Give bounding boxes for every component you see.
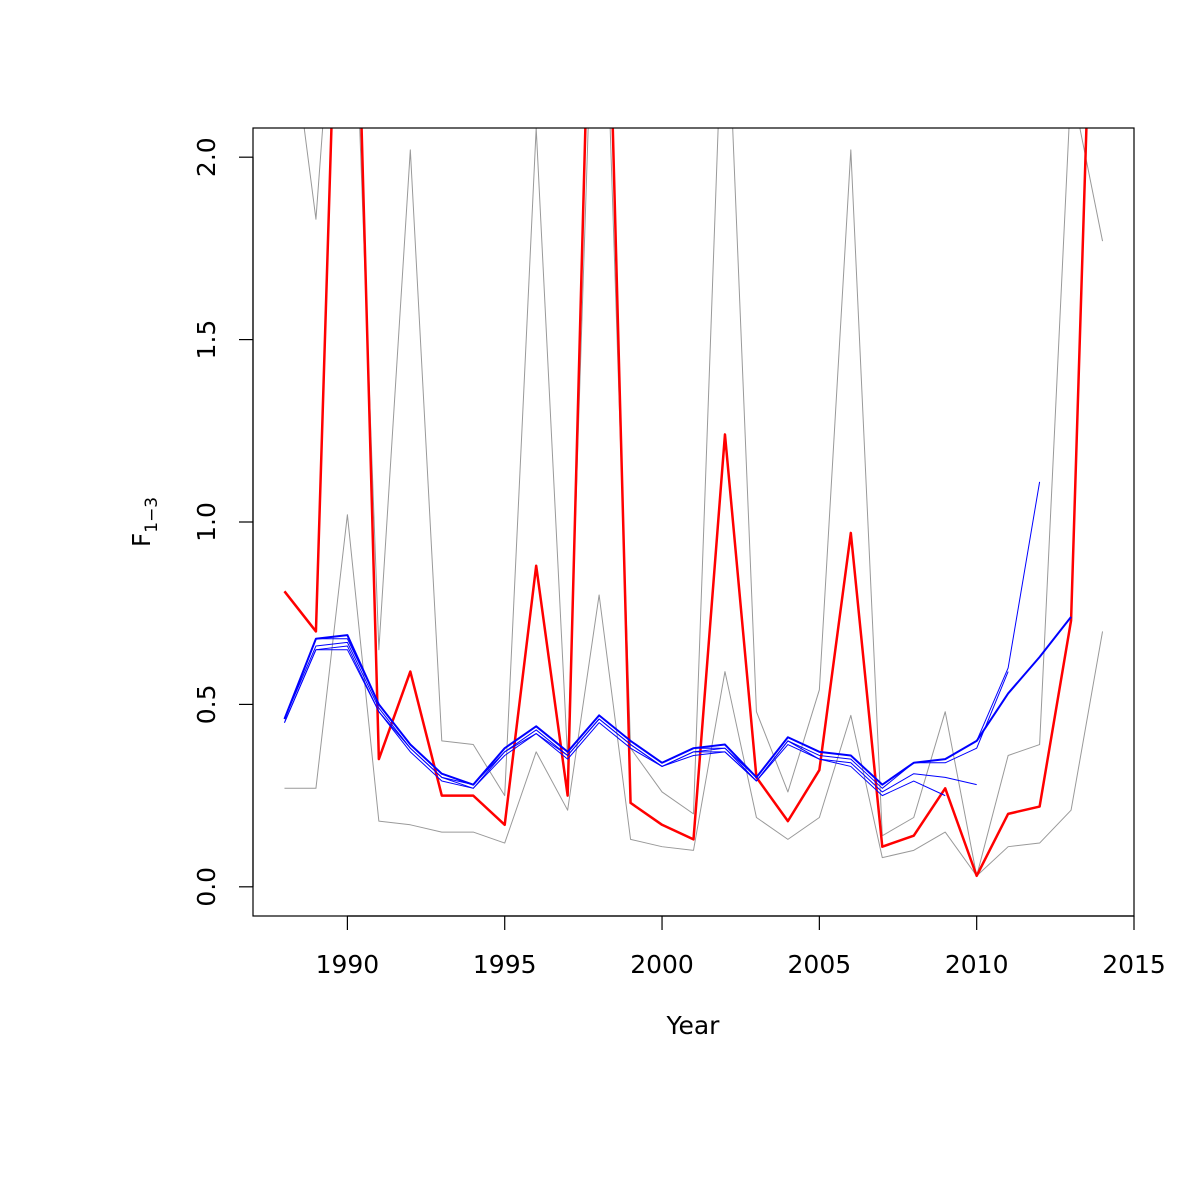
y-axis: 0.0 0.5 1.0 1.5 2.0 bbox=[192, 137, 254, 907]
y-axis-title: F1−3 bbox=[127, 497, 162, 547]
series-line-retro-2009 bbox=[284, 649, 946, 797]
x-tick-label: 2005 bbox=[788, 950, 852, 979]
y-tick-label: 2.0 bbox=[192, 137, 221, 177]
plot-frame bbox=[252, 127, 1135, 917]
x-tick-label: 2010 bbox=[945, 950, 1009, 979]
y-tick-label: 0.0 bbox=[192, 867, 221, 907]
series-layer bbox=[283, 128, 1104, 878]
y-tick-label-group: 2.0 bbox=[192, 137, 221, 177]
y-tick-label-group: 1.5 bbox=[192, 320, 221, 360]
y-axis-title-subscript: 1−3 bbox=[142, 497, 162, 533]
series-line-retro-2011 bbox=[284, 641, 1009, 789]
series-line-estimate bbox=[283, 128, 1088, 878]
x-axis-title: Year bbox=[666, 1011, 721, 1040]
x-tick-label: 2015 bbox=[1102, 950, 1166, 979]
series-line-lower-bound bbox=[284, 514, 1104, 877]
y-tick-label: 0.5 bbox=[192, 685, 221, 725]
x-tick-label: 1990 bbox=[316, 950, 380, 979]
svg-text:F1−3: F1−3 bbox=[127, 497, 162, 547]
x-tick-label: 1995 bbox=[473, 950, 537, 979]
y-tick-label-group: 0.5 bbox=[192, 685, 221, 725]
series-line-retro-2010 bbox=[284, 645, 977, 793]
y-tick-label-group: 1.0 bbox=[192, 502, 221, 542]
series-line-upper-bound bbox=[303, 128, 1104, 877]
y-axis-title-main: F bbox=[127, 533, 156, 547]
y-tick-label: 1.0 bbox=[192, 502, 221, 542]
x-tick-label: 2000 bbox=[630, 950, 694, 979]
y-tick-label: 1.5 bbox=[192, 320, 221, 360]
x-axis: 1990 1995 2000 2005 2010 2015 bbox=[316, 915, 1166, 979]
series-line-retro-2012 bbox=[283, 481, 1041, 786]
y-tick-label-group: 0.0 bbox=[192, 867, 221, 907]
